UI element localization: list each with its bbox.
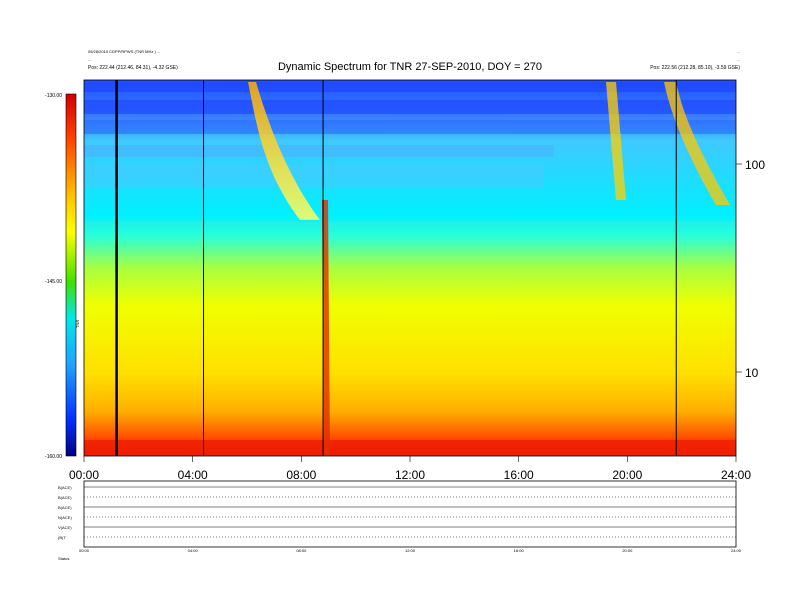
- lower-panel-x-tick-label: 00:00: [79, 548, 90, 553]
- lower-panel-row-label: V(ACE): [58, 525, 72, 530]
- lower-panel-footer-label: Status: [58, 556, 69, 561]
- header-left-line-3: Pos: 222.44 (212.46, 84.31), -4.32 GSE): [88, 65, 178, 71]
- lower-panel-x-tick-label: 24:00: [731, 548, 742, 553]
- spectrogram-background: [84, 80, 736, 456]
- colorbar-tick-mid: -145.00: [45, 279, 62, 285]
- colorbar-label: TNR: [75, 320, 80, 328]
- lower-panel-x-tick-label: 08:00: [296, 548, 307, 553]
- burst-2200: [664, 82, 730, 205]
- colorbar-tick-bottom: -160.00: [45, 454, 62, 460]
- x-axis: 00:00 04:00 08:00 12:00 16:00 20:00 24:00: [69, 456, 751, 482]
- data-gap-lines: [115, 80, 677, 456]
- x-tick-label: 04:00: [178, 468, 208, 482]
- x-tick-label: 24:00: [721, 468, 751, 482]
- y-tick-label-100: 100: [745, 158, 765, 172]
- y-tick-label-10: 10: [745, 366, 759, 380]
- spectrogram: [83, 79, 737, 457]
- x-tick-label: 00:00: [69, 468, 99, 482]
- header-right-line-1: ...: [737, 49, 740, 54]
- band-4: [84, 145, 554, 157]
- lower-panel-row-label: B(ACE): [58, 485, 72, 490]
- x-tick-label: 16:00: [504, 468, 534, 482]
- header-left-line-1: 05/28/2010 CDPP/RPWS (TNR MHz ) ...: [88, 49, 160, 54]
- band-3: [84, 120, 736, 134]
- lower-panel-row-label: B(ACE): [58, 505, 72, 510]
- x-tick-label: 20:00: [612, 468, 642, 482]
- lower-panel-rows: B(ACE) B(ACE) B(ACE) N(ACE) V(ACE) (B)T: [58, 485, 736, 540]
- burst-0900: [322, 200, 330, 456]
- lower-panel-x-tick-label: 04:00: [188, 548, 199, 553]
- header-right-line-2: ...: [737, 57, 740, 62]
- right-y-axis: 100 10: [736, 158, 765, 380]
- x-tick-label: 12:00: [395, 468, 425, 482]
- colorbar-tick-top: -130.00: [45, 93, 62, 99]
- lower-panel-x-axis: 00:00 04:00 08:00 12:00 16:00 20:00 24:00: [79, 548, 742, 553]
- x-tick-label: 08:00: [286, 468, 316, 482]
- chart-title: Dynamic Spectrum for TNR 27-SEP-2010, DO…: [278, 61, 542, 73]
- band-5: [84, 165, 544, 187]
- lower-panel-frame: [83, 480, 737, 548]
- lower-panel-row-label: (B)T: [58, 535, 66, 540]
- burst-0600: [248, 82, 320, 220]
- header-left-line-2: ...: [88, 57, 91, 62]
- lower-panel-x-tick-label: 12:00: [405, 548, 416, 553]
- band-cyan: [84, 222, 736, 228]
- burst-2000: [606, 82, 626, 200]
- header-right: ... ... Pos: 222.56 (212.28, 85.10), -3.…: [650, 49, 740, 71]
- lower-panel-row-label: N(ACE): [58, 515, 72, 520]
- band-red: [84, 440, 736, 456]
- band-2: [84, 100, 736, 114]
- lower-panel-x-tick-label: 20:00: [622, 548, 633, 553]
- header-left: 05/28/2010 CDPP/RPWS (TNR MHz ) ... ... …: [88, 49, 178, 71]
- lower-panel: B(ACE) B(ACE) B(ACE) N(ACE) V(ACE) (B)T 00:00…: [58, 480, 742, 561]
- header-right-line-3: Pos: 222.56 (212.28, 85.10), -3.59 GSE): [650, 65, 740, 71]
- colorbar: [65, 93, 77, 457]
- band-1: [84, 82, 736, 92]
- lower-panel-row-label: B(ACE): [58, 495, 72, 500]
- lower-panel-x-tick-label: 16:00: [514, 548, 525, 553]
